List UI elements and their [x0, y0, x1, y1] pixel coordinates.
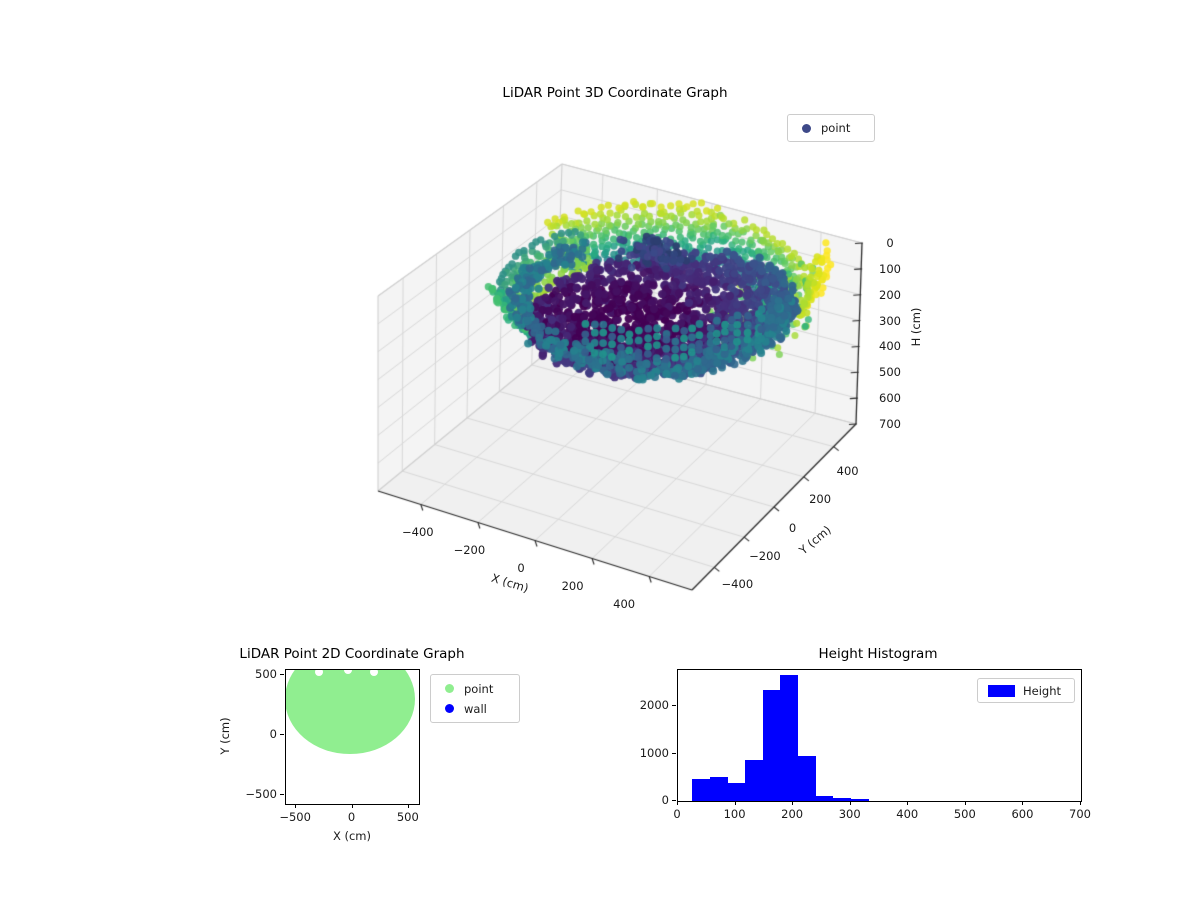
plot3d-ytick: 200 [809, 492, 832, 507]
plot3d-xtick: 400 [613, 596, 636, 611]
plot2d-xaxis-label: X (cm) [332, 829, 372, 843]
histogram-xtick: 700 [1069, 807, 1091, 821]
plot2d-xtick-mark [295, 804, 297, 808]
histogram-xtick: 100 [723, 807, 746, 821]
plot3d-ytick: 0 [788, 520, 797, 535]
plot2d-ytick-mark [280, 734, 284, 736]
plot2d-yaxis-label: Y (cm) [218, 717, 232, 755]
plot2d-legend-row-wall: wall [431, 699, 519, 719]
plot2d-xtick: −500 [279, 810, 311, 824]
histogram-xtick: 600 [1011, 807, 1034, 821]
plot3d-legend-row: point [788, 118, 874, 138]
histogram-bar [780, 675, 799, 801]
histogram-title: Height Histogram [818, 646, 938, 662]
plot3d-ztick: 200 [879, 287, 901, 302]
plot2d-legend-label-wall: wall [464, 701, 487, 716]
histogram-legend: Height [977, 678, 1075, 703]
histogram-xtick-mark [1080, 801, 1081, 805]
plot2d-legend: point wall [430, 674, 520, 723]
plot2d-ytick: −500 [245, 787, 277, 802]
plot2d-xtick-mark [407, 804, 409, 808]
plot3d-xtick: −200 [453, 542, 486, 557]
histogram-bar [816, 795, 834, 801]
histogram-legend-label: Height [1023, 683, 1062, 698]
wall-marker-icon [445, 704, 454, 713]
histogram-ytick: 1000 [639, 745, 669, 760]
plot2d-xtick: 500 [396, 810, 419, 824]
plot2d-legend-row-point: point [431, 679, 519, 699]
plot3d-ztick: 400 [879, 339, 901, 354]
histogram-bar [727, 782, 746, 801]
histogram-xtick: 500 [953, 807, 976, 821]
plot3d-ztick: 600 [879, 391, 901, 406]
height-patch-icon [988, 684, 1015, 697]
plot2d-ytick-mark [280, 794, 284, 796]
histogram-ytick-mark [672, 752, 676, 754]
plot3d-legend: point [787, 114, 875, 142]
histogram-xtick-mark [677, 801, 678, 805]
plot2d-axes [285, 669, 420, 805]
histogram-bar [762, 690, 781, 801]
plot3d-xtick: 200 [561, 578, 584, 593]
plot3d-xtick: −400 [402, 524, 434, 539]
histogram-xtick: 0 [673, 807, 681, 821]
histogram-bar [691, 779, 710, 801]
plot3d-ztick: 300 [879, 313, 901, 328]
point-marker-icon [445, 684, 454, 693]
histogram-xtick-mark [907, 801, 909, 805]
histogram-bar [833, 797, 852, 801]
histogram-bar [798, 755, 817, 801]
plot2d-ytick: 0 [269, 727, 277, 742]
plot3d-ztick: 0 [886, 236, 894, 250]
plot3d-title: LiDAR Point 3D Coordinate Graph [502, 85, 728, 101]
histogram-xtick: 300 [838, 807, 861, 821]
plot2d-xtick-mark [351, 804, 353, 808]
histogram-xtick-mark [964, 801, 966, 805]
histogram-bar [709, 777, 728, 801]
histogram-bar [851, 799, 870, 801]
histogram-ytick-mark [672, 705, 676, 707]
histogram-xtick-mark [849, 801, 851, 805]
histogram-legend-row: Height [978, 681, 1074, 701]
plot2d-ytick: 500 [255, 667, 277, 682]
plot3d-ytick: −400 [721, 577, 754, 592]
histogram-ytick-mark [672, 800, 676, 801]
plot2d-legend-label-point: point [464, 681, 494, 696]
plot2d-ytick-mark [280, 674, 284, 676]
plot3d-ytick: 400 [836, 463, 859, 478]
histogram-xtick-mark [792, 801, 794, 805]
blob-gap [314, 670, 323, 676]
histogram-xtick-mark [734, 801, 736, 805]
blob-gap [343, 670, 352, 674]
histogram-ytick: 0 [661, 793, 669, 807]
histogram-xtick-mark [1022, 801, 1024, 805]
histogram-xtick: 200 [781, 807, 804, 821]
point-marker-icon [802, 123, 811, 133]
plot3d-ytick: −200 [749, 548, 781, 563]
plot3d-legend-label: point [821, 121, 851, 135]
point-cloud-blob [286, 670, 415, 755]
plot3d-xtick: 0 [517, 560, 525, 575]
histogram-axes [677, 669, 1082, 802]
plot3d-ztick: 100 [879, 261, 901, 276]
blob-gap [369, 670, 378, 677]
histogram-ytick: 2000 [639, 698, 669, 713]
plot3d-ztick: 500 [879, 365, 901, 380]
plot2d-title: LiDAR Point 2D Coordinate Graph [239, 646, 465, 662]
plot3d-ztick: 700 [879, 417, 901, 431]
histogram-xtick: 400 [896, 807, 919, 821]
histogram-bar [745, 759, 763, 801]
plot2d-xtick: 0 [347, 810, 356, 824]
